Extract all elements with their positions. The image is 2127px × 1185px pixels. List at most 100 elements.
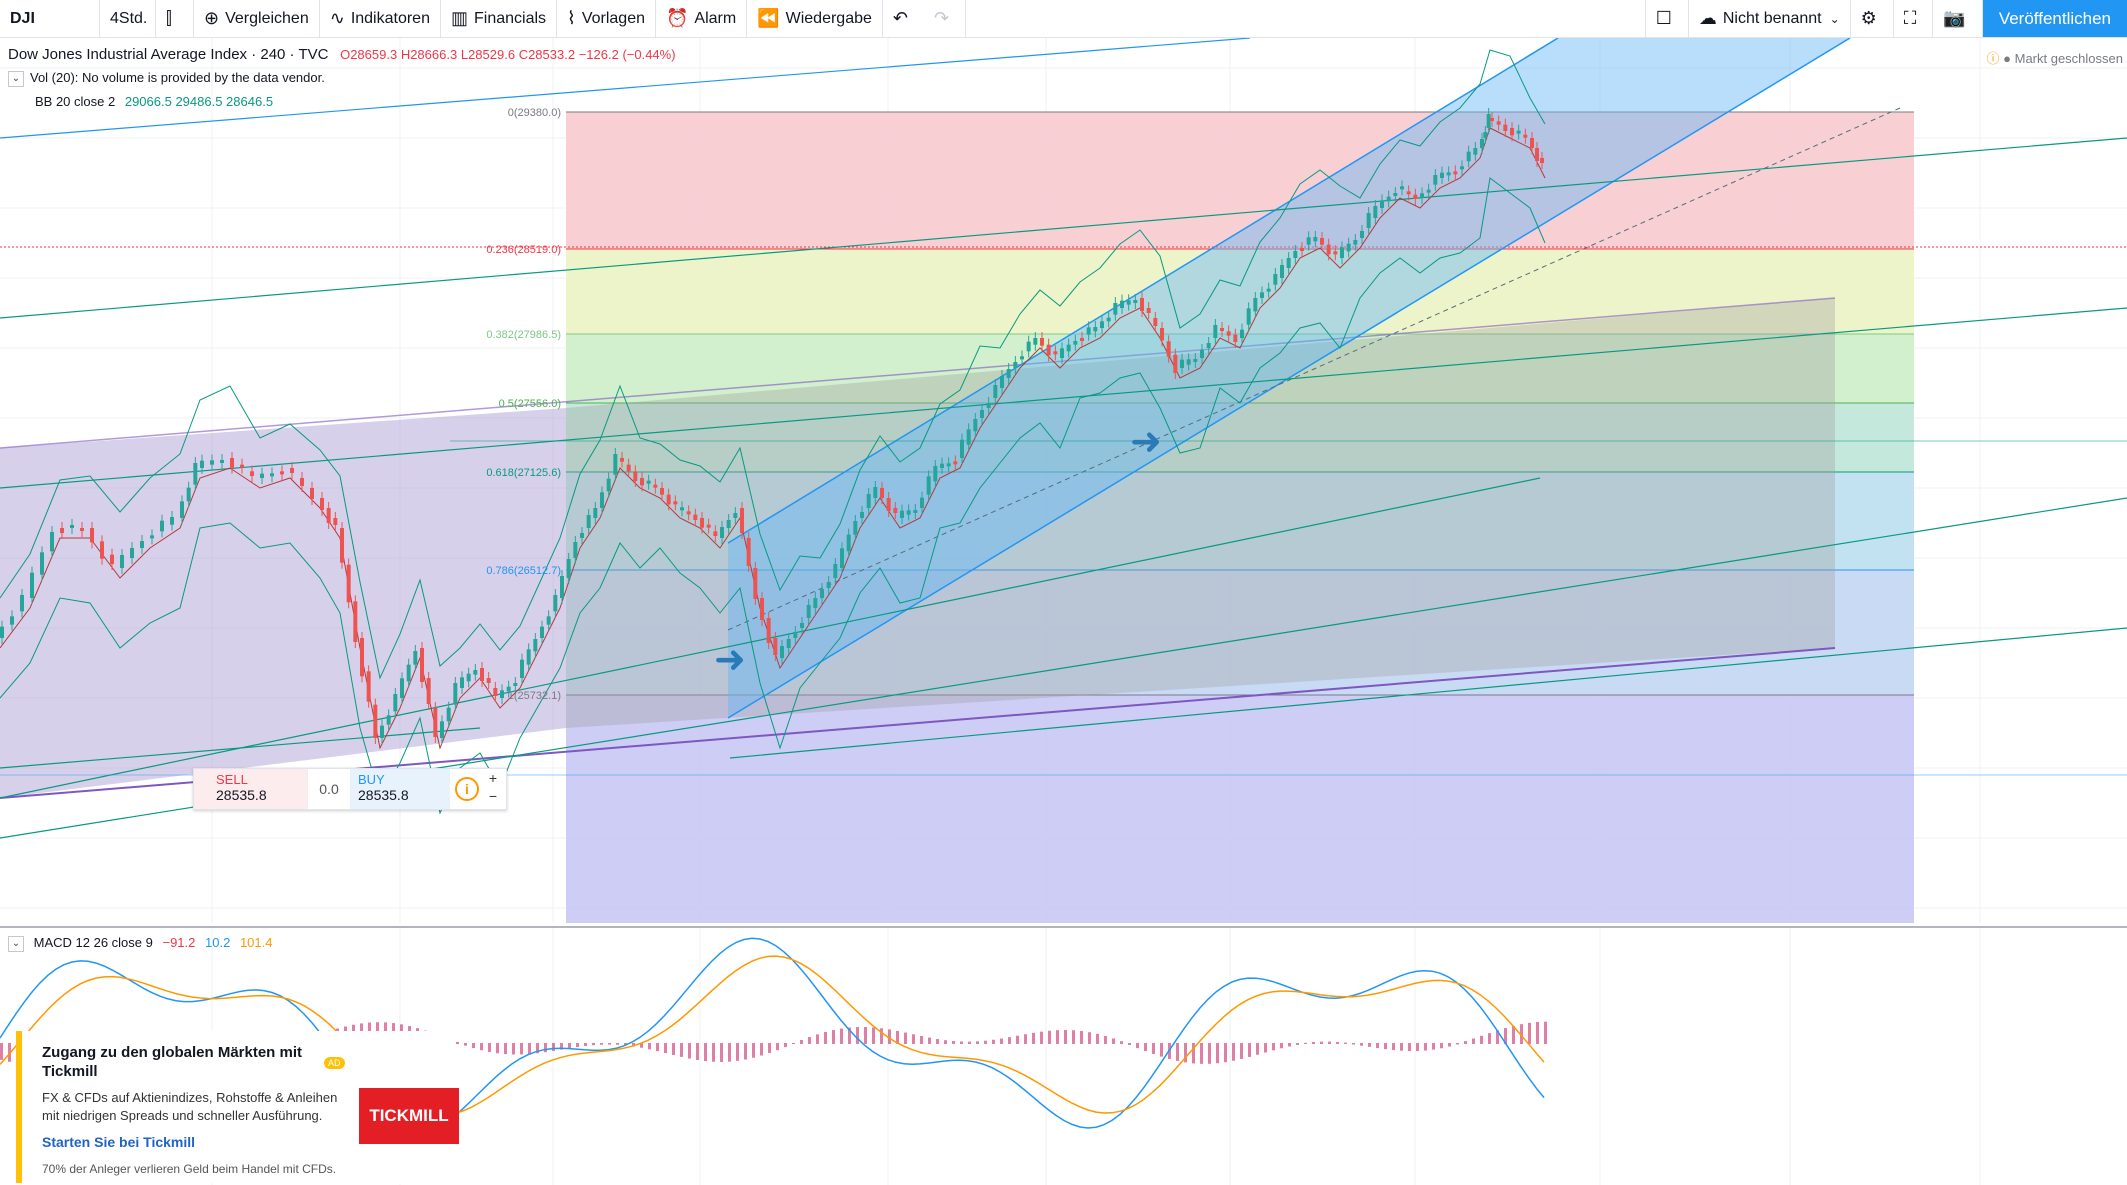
indicators-label: Indikatoren xyxy=(350,9,430,27)
replay-button[interactable]: ⏪ Wiedergabe xyxy=(747,0,883,37)
macd-hist-bar xyxy=(872,1027,875,1044)
buy-label: BUY xyxy=(358,772,385,787)
candle xyxy=(0,626,4,638)
macd-hist-bar xyxy=(864,1026,867,1044)
symbol-search[interactable]: DJI xyxy=(0,0,100,37)
trendline-7 xyxy=(0,727,481,769)
candle xyxy=(820,589,824,598)
ad-link[interactable]: Starten Sie bei Tickmill xyxy=(42,1134,196,1150)
candle xyxy=(1426,189,1431,193)
macd-hist-bar xyxy=(1544,1021,1547,1044)
macd-hist-bar xyxy=(816,1034,819,1044)
arrow-right-icon: ➜ xyxy=(1130,419,1162,463)
macd-hist-bar xyxy=(1456,1043,1459,1045)
candle xyxy=(606,478,611,492)
layout-name-button[interactable]: ☁ Nicht benannt ⌄ xyxy=(1689,0,1851,37)
candle xyxy=(886,498,891,511)
fullscreen-button[interactable]: ⛶ xyxy=(1894,0,1934,37)
candle xyxy=(30,572,34,598)
macd-hist-bar xyxy=(672,1043,675,1056)
candle xyxy=(900,510,904,518)
candle xyxy=(413,651,418,665)
candle xyxy=(1420,193,1424,198)
macd-hist-bar xyxy=(904,1032,907,1044)
trade-widget: SELL 28535.8 0.0 BUY 28535.8 i + − xyxy=(193,768,507,810)
candle xyxy=(400,678,404,698)
macd-hist-bar xyxy=(1256,1043,1259,1055)
macd-hist-bar xyxy=(664,1043,667,1054)
price-chart[interactable]: ➜ ➜ 0(29380.0) 0.236(28519.0) 0.382(27986.… xyxy=(0,38,2127,923)
candle xyxy=(1535,148,1539,161)
macd-hist-bar xyxy=(1208,1043,1211,1064)
macd-hist-bar xyxy=(592,1043,595,1046)
snapshot-button[interactable]: 📷 xyxy=(1933,0,1983,37)
macd-hist-bar xyxy=(992,1039,995,1044)
candle xyxy=(1006,369,1011,378)
settings-button[interactable]: ⚙ xyxy=(1851,0,1894,37)
candle xyxy=(766,618,771,643)
publish-button[interactable]: Veröffentlichen xyxy=(1982,0,2127,37)
candle xyxy=(1393,193,1398,196)
macd-hist-bar xyxy=(808,1037,811,1044)
undo-button[interactable]: ↶ xyxy=(883,0,924,37)
macd-hist-bar xyxy=(760,1043,763,1056)
gear-icon: ⚙ xyxy=(1860,8,1877,28)
minus-button[interactable]: − xyxy=(488,788,498,804)
trade-info-button[interactable]: i xyxy=(450,769,484,809)
candle xyxy=(640,478,644,486)
macd-hist-bar xyxy=(488,1043,491,1052)
candle xyxy=(453,683,458,705)
candle xyxy=(200,460,204,468)
candle xyxy=(460,677,464,688)
redo-button[interactable]: ↷ xyxy=(924,0,967,37)
candle xyxy=(1246,308,1251,325)
fullscreen-layout-button[interactable]: ☐ xyxy=(1644,0,1689,37)
camera-icon: 📷 xyxy=(1943,8,1966,28)
macd-hist-bar xyxy=(1472,1038,1475,1044)
financials-button[interactable]: ▥ Financials xyxy=(441,0,558,37)
candle xyxy=(1140,298,1144,311)
candle xyxy=(186,487,191,502)
macd-hist-bar xyxy=(1520,1024,1523,1044)
cloud-icon: ☁ xyxy=(1698,8,1717,28)
candle xyxy=(666,494,671,505)
rewind-icon: ⏪ xyxy=(757,8,780,28)
candle xyxy=(1260,292,1264,298)
candle xyxy=(1100,321,1104,328)
ad-banner[interactable]: Zugang zu den globalen Märkten mit Tickm… xyxy=(16,1031,459,1183)
interval-button[interactable]: 4Std. xyxy=(100,0,156,37)
fib-label: 0.236(28519.0) xyxy=(486,244,561,256)
candle xyxy=(210,460,214,465)
macd-hist-bar xyxy=(512,1043,515,1055)
candle xyxy=(290,468,294,473)
candle xyxy=(1373,206,1378,218)
macd-hist-bar xyxy=(464,1043,467,1046)
candle xyxy=(10,616,14,625)
fib-label: 0.618(27125.6) xyxy=(486,467,561,479)
sell-button[interactable]: SELL 28535.8 xyxy=(194,769,308,809)
candle xyxy=(60,528,64,533)
collapse-icon[interactable]: ⌄ xyxy=(8,70,24,87)
plus-button[interactable]: + xyxy=(488,770,498,786)
chart-type-button[interactable]: ⫿ xyxy=(156,0,194,37)
candle xyxy=(920,497,924,508)
macd-hist-bar xyxy=(648,1043,651,1050)
macd-hist-bar xyxy=(1432,1043,1435,1050)
buy-button[interactable]: BUY 28535.8 xyxy=(350,769,450,809)
compare-button[interactable]: ⊕ Vergleichen xyxy=(194,0,320,37)
alert-button[interactable]: ⏰ Alarm xyxy=(656,0,748,37)
candle xyxy=(150,535,154,539)
candle xyxy=(373,704,378,738)
candle xyxy=(1406,191,1411,195)
macd-hist-bar xyxy=(1152,1043,1155,1054)
templates-button[interactable]: ⌇ Vorlagen xyxy=(557,0,656,37)
collapse-icon[interactable]: ⌄ xyxy=(8,935,24,952)
candle xyxy=(466,673,471,682)
macd-hist-bar xyxy=(1016,1035,1019,1044)
indicators-button[interactable]: ∿ Indikatoren xyxy=(320,0,441,37)
main-chart-pane[interactable]: ➜ ➜ 0(29380.0) 0.236(28519.0) 0.382(27986.… xyxy=(0,38,2127,923)
candle xyxy=(580,533,584,538)
candle xyxy=(1186,359,1191,365)
macd-hist-bar xyxy=(928,1037,931,1044)
macd-hist-bar xyxy=(1368,1043,1371,1047)
